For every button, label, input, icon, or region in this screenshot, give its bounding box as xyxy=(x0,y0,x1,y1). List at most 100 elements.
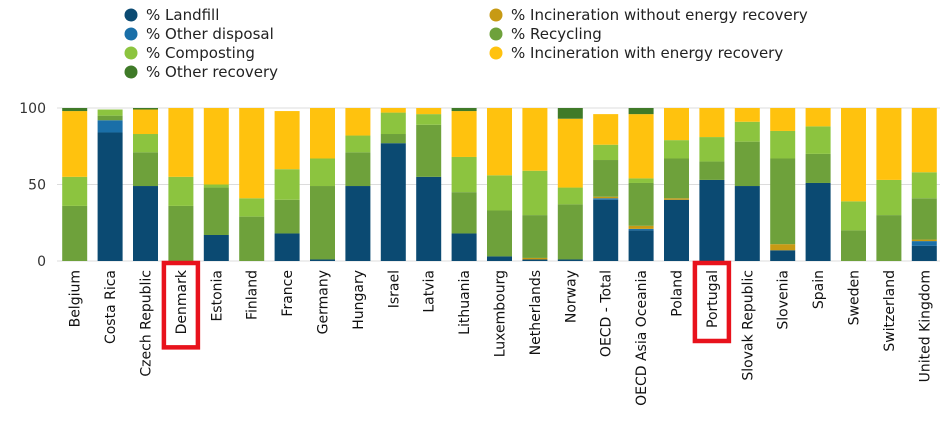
bar-segment[interactable] xyxy=(593,196,619,199)
bar-stack[interactable] xyxy=(62,108,88,261)
bar-segment[interactable] xyxy=(487,256,512,261)
bar-segment[interactable] xyxy=(628,178,654,183)
bar-segment[interactable] xyxy=(97,115,123,121)
bar-segment[interactable] xyxy=(451,156,477,193)
bar-segment[interactable] xyxy=(310,186,335,260)
bar-stack[interactable] xyxy=(734,108,760,261)
bar-stack[interactable] xyxy=(203,108,229,261)
bar-stack[interactable] xyxy=(805,108,831,261)
bar-segment[interactable] xyxy=(664,198,689,200)
bar-segment[interactable] xyxy=(664,108,689,141)
bar-segment[interactable] xyxy=(593,199,619,261)
bar-stack[interactable] xyxy=(557,108,583,261)
bar-segment[interactable] xyxy=(203,184,229,188)
bar-segment[interactable] xyxy=(734,141,760,187)
legend-entry[interactable]: % Other disposal xyxy=(124,25,274,43)
bar-stack[interactable] xyxy=(416,108,442,261)
bar-segment[interactable] xyxy=(628,182,654,226)
bar-stack[interactable] xyxy=(628,108,654,261)
bar-stack[interactable] xyxy=(911,108,937,261)
bar-segment[interactable] xyxy=(557,118,583,188)
bar-stack[interactable] xyxy=(239,108,265,261)
bar-segment[interactable] xyxy=(911,108,937,173)
bar-segment[interactable] xyxy=(628,108,654,115)
bar-segment[interactable] xyxy=(699,179,725,261)
bar-segment[interactable] xyxy=(203,187,229,235)
bar-segment[interactable] xyxy=(310,158,335,187)
bar-segment[interactable] xyxy=(911,172,937,199)
bar-segment[interactable] xyxy=(133,134,158,153)
bar-segment[interactable] xyxy=(380,134,406,144)
bar-segment[interactable] xyxy=(451,192,477,234)
bar-segment[interactable] xyxy=(770,250,796,261)
bar-segment[interactable] xyxy=(805,182,831,261)
bar-segment[interactable] xyxy=(628,225,654,229)
bar-segment[interactable] xyxy=(133,152,158,187)
bar-segment[interactable] xyxy=(770,244,796,251)
bar-stack[interactable] xyxy=(451,108,477,261)
bar-segment[interactable] xyxy=(274,169,300,200)
legend-entry[interactable]: % Recycling xyxy=(489,25,602,43)
bar-segment[interactable] xyxy=(557,204,583,260)
bar-segment[interactable] xyxy=(911,241,937,246)
bar-segment[interactable] xyxy=(557,187,583,205)
bar-segment[interactable] xyxy=(239,198,265,217)
bar-segment[interactable] xyxy=(876,215,902,261)
bar-segment[interactable] xyxy=(168,108,194,177)
bar-segment[interactable] xyxy=(664,140,689,159)
bar-segment[interactable] xyxy=(380,108,406,113)
bar-segment[interactable] xyxy=(593,114,619,145)
bar-segment[interactable] xyxy=(805,108,831,127)
bar-segment[interactable] xyxy=(168,205,194,261)
bar-segment[interactable] xyxy=(770,108,796,131)
bar-segment[interactable] xyxy=(451,111,477,157)
bar-segment[interactable] xyxy=(203,234,229,261)
bar-segment[interactable] xyxy=(593,198,619,200)
bar-stack[interactable] xyxy=(97,109,123,261)
bar-segment[interactable] xyxy=(841,201,866,231)
bar-segment[interactable] xyxy=(557,259,583,261)
bar-segment[interactable] xyxy=(522,257,548,260)
bar-segment[interactable] xyxy=(345,152,371,187)
bar-segment[interactable] xyxy=(239,108,265,199)
bar-stack[interactable] xyxy=(593,114,619,261)
bar-segment[interactable] xyxy=(133,186,158,261)
bar-segment[interactable] xyxy=(310,108,335,159)
bar-segment[interactable] xyxy=(628,228,654,231)
bar-segment[interactable] xyxy=(522,108,548,171)
bar-segment[interactable] xyxy=(62,205,88,261)
bar-segment[interactable] xyxy=(734,121,760,142)
bar-segment[interactable] xyxy=(876,179,902,216)
bar-segment[interactable] xyxy=(876,108,902,180)
legend-entry[interactable]: % Landfill xyxy=(124,6,220,24)
bar-segment[interactable] xyxy=(345,135,371,153)
bar-segment[interactable] xyxy=(239,216,265,261)
bar-stack[interactable] xyxy=(345,108,371,261)
bar-segment[interactable] xyxy=(911,239,937,242)
bar-segment[interactable] xyxy=(487,175,512,211)
bar-segment[interactable] xyxy=(487,210,512,257)
bar-stack[interactable] xyxy=(664,108,689,261)
legend-entry[interactable]: % Incineration without energy recovery xyxy=(489,6,808,24)
bar-segment[interactable] xyxy=(628,230,654,261)
bar-segment[interactable] xyxy=(664,199,689,261)
bar-segment[interactable] xyxy=(699,161,725,180)
legend-entry[interactable]: % Incineration with energy recovery xyxy=(489,44,784,62)
bar-segment[interactable] xyxy=(203,108,229,185)
bar-stack[interactable] xyxy=(522,108,548,261)
bar-stack[interactable] xyxy=(770,108,796,261)
bar-stack[interactable] xyxy=(487,108,512,261)
bar-stack[interactable] xyxy=(841,108,866,261)
bar-segment[interactable] xyxy=(557,108,583,119)
bar-segment[interactable] xyxy=(62,176,88,206)
bar-segment[interactable] xyxy=(62,108,88,112)
bar-segment[interactable] xyxy=(522,215,548,258)
bar-segment[interactable] xyxy=(593,160,619,197)
bar-segment[interactable] xyxy=(628,114,654,179)
bar-segment[interactable] xyxy=(168,176,194,206)
bar-segment[interactable] xyxy=(734,108,760,122)
bar-segment[interactable] xyxy=(97,120,123,133)
bar-segment[interactable] xyxy=(841,230,866,261)
bar-segment[interactable] xyxy=(664,158,689,199)
legend-entry[interactable]: % Composting xyxy=(124,44,255,62)
